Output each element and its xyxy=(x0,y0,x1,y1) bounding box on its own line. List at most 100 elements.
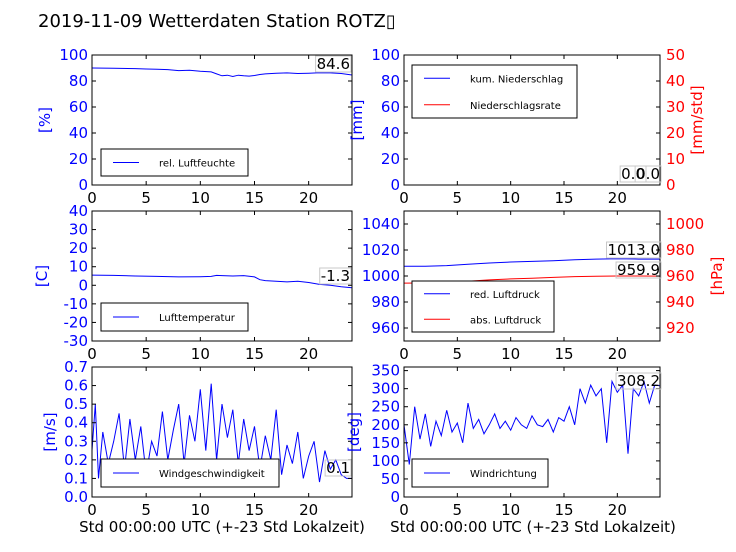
current-value-label: 1013.0 xyxy=(608,241,661,259)
panel-1: 0 5 10 15 20 0 20 40 60 80 100 [%] 84.6 rel. Luftfeuc… xyxy=(36,46,353,207)
y-tick-label: 350 xyxy=(371,362,400,380)
legend-label: Lufttemperatur xyxy=(159,313,236,324)
series-line-1 xyxy=(404,258,660,267)
current-value-box xyxy=(615,372,662,390)
y-tick-label: 0.3 xyxy=(64,432,88,450)
y-tick-label: 0 xyxy=(390,488,400,506)
x-tick-label: 15 xyxy=(554,501,573,519)
y-tick-label: 0.5 xyxy=(64,395,88,413)
y2-tick-label: 40 xyxy=(666,72,685,90)
y-tick-label: 50 xyxy=(381,470,400,488)
y-tick-label: 80 xyxy=(69,72,88,90)
y2-tick-label: 920 xyxy=(666,319,695,337)
y-tick-label: 40 xyxy=(69,124,88,142)
x-tick-label: 0 xyxy=(399,345,409,363)
legend-box xyxy=(411,280,555,333)
y2-tick-label: 50 xyxy=(666,46,685,64)
current-value-label: 308.2 xyxy=(617,372,660,390)
current-value-box xyxy=(315,55,352,73)
x-tick-label: 5 xyxy=(453,345,463,363)
x-tick-label: 5 xyxy=(453,501,463,519)
y-tick-label: 60 xyxy=(69,98,88,116)
y-tick-label: 0.1 xyxy=(64,469,88,487)
y-tick-label: 100 xyxy=(371,452,400,470)
legend-label: kum. Niederschlag xyxy=(470,74,563,85)
y-tick-label: 30 xyxy=(69,221,88,239)
x-tick-label: 20 xyxy=(608,345,627,363)
y2-tick-label: 1000 xyxy=(666,215,704,233)
y-tick-label: 960 xyxy=(371,319,400,337)
y-tick-label: 0.2 xyxy=(64,451,88,469)
current-value-label: 84.6 xyxy=(317,55,350,73)
y-tick-label: 1000 xyxy=(362,267,400,285)
y-tick-label: 300 xyxy=(371,380,400,398)
x-tick-label: 15 xyxy=(554,189,573,207)
x-tick-label: 20 xyxy=(299,501,318,519)
y2-tick-label: 0 xyxy=(666,176,676,194)
panel-6: 0 5 10 15 20050100150200250300350[deg]308.2W… xyxy=(345,362,662,519)
x-tick-label: 10 xyxy=(191,189,210,207)
y-tick-label: 1040 xyxy=(362,215,400,233)
current-value-box xyxy=(634,165,662,183)
series-line-1 xyxy=(91,274,353,289)
y-tick-label: 200 xyxy=(371,416,400,434)
legend-label: rel. Luftfeuchte xyxy=(159,159,235,170)
current-value-box xyxy=(606,241,662,259)
figure-title: 2019-11-09 Wetterdaten Station ROTZ▯ xyxy=(38,11,396,32)
y-tick-label: 0.6 xyxy=(64,377,88,395)
y2-tick-label: 30 xyxy=(666,98,685,116)
current-value-box xyxy=(615,261,662,279)
y-axis-label: [C] xyxy=(33,265,51,287)
current-value-box xyxy=(619,165,647,183)
x-tick-label: 5 xyxy=(453,189,463,207)
y-tick-label: 0 xyxy=(78,176,88,194)
y-tick-label: 20 xyxy=(69,239,88,257)
y-tick-label: 0 xyxy=(390,176,400,194)
x-tick-label: 20 xyxy=(608,189,627,207)
x-tick-label: 20 xyxy=(299,189,318,207)
x-tick-label: 10 xyxy=(501,345,520,363)
y-tick-label: 10 xyxy=(69,258,88,276)
y-axis-label: [deg] xyxy=(345,412,363,452)
x-tick-label: 0 xyxy=(87,189,97,207)
y2-tick-label: 980 xyxy=(666,241,695,259)
x-tick-label: 5 xyxy=(141,345,151,363)
legend-box xyxy=(411,64,578,119)
plot-frame xyxy=(403,54,661,186)
y-tick-label: 20 xyxy=(69,150,88,168)
y-tick-label: 20 xyxy=(381,150,400,168)
series-line-1 xyxy=(91,67,353,78)
y2-axis-label: [mm/std] xyxy=(688,85,706,154)
y2-axis-label: [hPa] xyxy=(708,257,726,296)
series-line-1 xyxy=(403,379,661,465)
current-value-label: 959.9 xyxy=(617,261,660,279)
x-tick-label: 10 xyxy=(191,501,210,519)
y-tick-label: 150 xyxy=(371,434,400,452)
y2-tick-label: 20 xyxy=(666,124,685,142)
y-axis-label: [m/s] xyxy=(41,412,59,451)
x-tick-label: 15 xyxy=(245,501,264,519)
x-tick-label: 20 xyxy=(608,501,627,519)
y-tick-label: -30 xyxy=(64,332,89,350)
legend-label: red. Luftdruck xyxy=(470,290,540,301)
y-tick-label: 0.0 xyxy=(64,488,88,506)
plot-frame xyxy=(91,54,353,186)
panel-4: 0 5 10 15 20 960 980 1000 1020 1040 920 940 960 980 10… xyxy=(362,210,726,363)
series-line-1 xyxy=(91,383,352,483)
y-tick-label: -10 xyxy=(64,295,89,313)
plot-frame xyxy=(91,210,353,342)
x-tick-label: 10 xyxy=(191,345,210,363)
x-axis-label-right: Std 00:00:00 UTC (+-23 Std Lokalzeit) xyxy=(390,518,676,536)
x-tick-label: 20 xyxy=(299,345,318,363)
y-tick-label: 0.4 xyxy=(64,414,88,432)
y-tick-label: 250 xyxy=(371,398,400,416)
x-tick-label: 0 xyxy=(399,189,409,207)
current-value-label: 0.0 xyxy=(621,165,645,183)
y-tick-label: 40 xyxy=(381,124,400,142)
plot-frame xyxy=(91,366,353,498)
x-tick-label: 5 xyxy=(141,501,151,519)
y-tick-label: 100 xyxy=(59,46,88,64)
y-tick-label: 980 xyxy=(371,293,400,311)
y-axis-label: [mm] xyxy=(348,100,366,141)
